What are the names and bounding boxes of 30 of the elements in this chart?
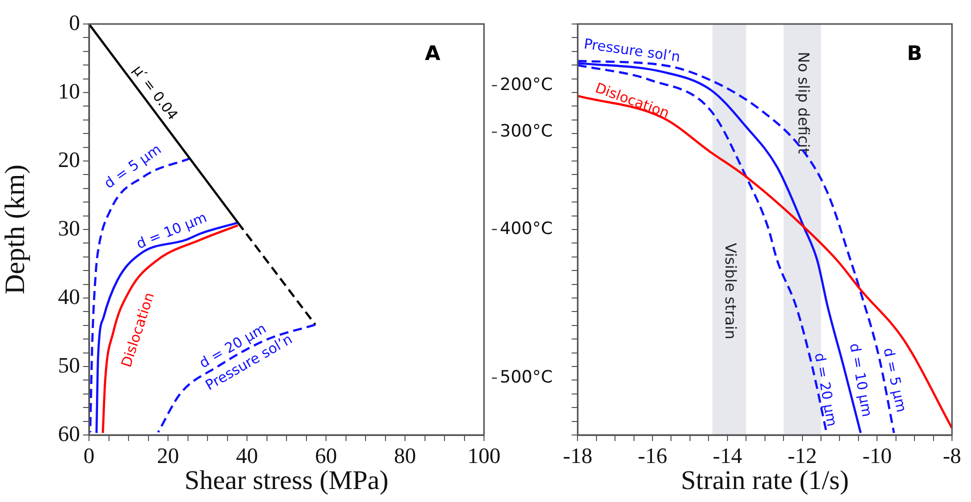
- y-tick-label: 60: [58, 420, 80, 446]
- band-label: No slip deficit: [794, 52, 812, 154]
- x-tick-label: -16: [638, 442, 668, 468]
- y-tick-label: 0: [69, 10, 80, 35]
- y-tick-label: 50: [58, 352, 80, 378]
- text: d = 5 µm: [880, 346, 909, 414]
- annotation: B: [906, 41, 922, 66]
- text: d = 20 µm: [810, 352, 840, 428]
- x-tick-label: -18: [563, 442, 592, 468]
- text: 400°C: [500, 218, 553, 239]
- text: 500°C: [500, 368, 553, 388]
- y-tick-label: 20: [58, 146, 80, 172]
- annotation: Pressure sol’n: [582, 36, 682, 66]
- x-tick-label: 80: [394, 442, 416, 468]
- x-tick-label: 100: [468, 442, 500, 468]
- text: d = 10 µm: [134, 210, 210, 253]
- y-tick-label: 40: [58, 284, 80, 309]
- x-tick-label: -10: [862, 442, 892, 468]
- band-label: Visible strain: [721, 242, 740, 340]
- y-tick-label: 10: [58, 78, 80, 104]
- line-series: [157, 324, 316, 434]
- y-axis-title: Depth (km): [0, 164, 32, 294]
- text: d = 10 µm: [846, 342, 875, 418]
- text: 300°C: [500, 122, 553, 142]
- y-tick-label: 30: [58, 215, 80, 240]
- annotation: A: [424, 41, 441, 66]
- x-tick-label: -8: [942, 442, 962, 468]
- text: 200°C: [500, 75, 553, 96]
- text: d = 5 µm: [102, 142, 164, 192]
- x-tick-label: 20: [157, 442, 179, 468]
